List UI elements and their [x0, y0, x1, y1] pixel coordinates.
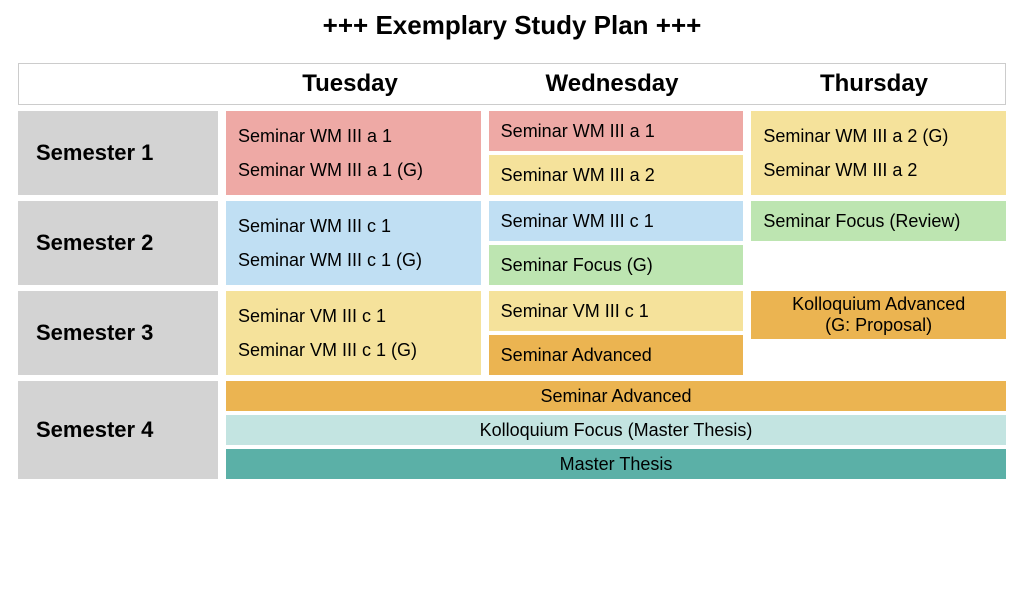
day-column: Seminar WM III a 2 (G) Seminar WM III a 2	[751, 111, 1006, 195]
course-block: Seminar Advanced	[489, 335, 744, 375]
course-block: Seminar Focus (Review)	[751, 201, 1006, 241]
course-text: Seminar WM III a 1 (G)	[238, 160, 469, 181]
course-text: Seminar VM III c 1 (G)	[238, 340, 469, 361]
days-container: Seminar WM III c 1 Seminar WM III c 1 (G)…	[218, 201, 1006, 285]
course-text: Seminar WM III c 1 (G)	[238, 250, 469, 271]
semester-row: Semester 1Seminar WM III a 1Seminar WM I…	[18, 111, 1006, 195]
course-block: Seminar Focus (G)	[489, 245, 744, 285]
semester-row: Semester 3Seminar VM III c 1Seminar VM I…	[18, 291, 1006, 375]
semester-label: Semester 2	[18, 201, 218, 285]
header-spacer	[19, 64, 219, 104]
semester-row: Semester 4 Seminar Advanced Kolloquium Foc…	[18, 381, 1006, 479]
plan-grid: Semester 1Seminar WM III a 1Seminar WM I…	[18, 111, 1006, 479]
day-column: Seminar WM III c 1Seminar Focus (G)	[489, 201, 744, 285]
course-text: Seminar WM III a 2 (G)	[763, 126, 994, 147]
day-header-row: Tuesday Wednesday Thursday	[18, 63, 1006, 105]
semester-span-column: Seminar Advanced Kolloquium Focus (Master…	[218, 381, 1006, 479]
page-title: +++ Exemplary Study Plan +++	[18, 10, 1006, 41]
course-block: Master Thesis	[226, 449, 1006, 479]
day-header-thursday: Thursday	[743, 64, 1005, 104]
course-block: Seminar WM III a 2	[489, 155, 744, 195]
course-block: Seminar Advanced	[226, 381, 1006, 411]
semester-row: Semester 2Seminar WM III c 1Seminar WM I…	[18, 201, 1006, 285]
semester-label: Semester 3	[18, 291, 218, 375]
days-container: Seminar WM III a 1 Seminar WM III a 1 (G)…	[218, 111, 1006, 195]
course-block: Seminar VM III c 1	[489, 291, 744, 331]
course-block: Seminar WM III a 1	[489, 111, 744, 151]
semester-label: Semester 4	[18, 381, 218, 479]
course-text: Seminar WM III a 2	[763, 160, 994, 181]
course-text: Seminar WM III c 1	[238, 216, 469, 237]
course-text: Seminar VM III c 1	[238, 306, 469, 327]
day-header-tuesday: Tuesday	[219, 64, 481, 104]
course-block: Seminar WM III c 1	[489, 201, 744, 241]
course-block: Seminar VM III c 1 Seminar VM III c 1 (G)	[226, 291, 481, 375]
day-column: Seminar VM III c 1 Seminar VM III c 1 (G)	[226, 291, 481, 375]
day-column: Seminar WM III a 1 Seminar WM III a 1 (G)	[226, 111, 481, 195]
course-text: Kolloquium Advanced(G: Proposal)	[792, 294, 965, 335]
course-block: Seminar WM III a 1 Seminar WM III a 1 (G)	[226, 111, 481, 195]
course-block: Seminar WM III c 1 Seminar WM III c 1 (G)	[226, 201, 481, 285]
course-block: Kolloquium Focus (Master Thesis)	[226, 415, 1006, 445]
course-block: Seminar WM III a 2 (G) Seminar WM III a 2	[751, 111, 1006, 195]
day-column: Kolloquium Advanced(G: Proposal)	[751, 291, 1006, 375]
day-header-wednesday: Wednesday	[481, 64, 743, 104]
day-column: Seminar Focus (Review)	[751, 201, 1006, 285]
semester-label: Semester 1	[18, 111, 218, 195]
day-column: Seminar WM III a 1Seminar WM III a 2	[489, 111, 744, 195]
day-column: Seminar VM III c 1Seminar Advanced	[489, 291, 744, 375]
course-block: Kolloquium Advanced(G: Proposal)	[751, 291, 1006, 339]
course-text: Seminar WM III a 1	[238, 126, 469, 147]
days-container: Seminar VM III c 1 Seminar VM III c 1 (G)…	[218, 291, 1006, 375]
day-column: Seminar WM III c 1 Seminar WM III c 1 (G)	[226, 201, 481, 285]
